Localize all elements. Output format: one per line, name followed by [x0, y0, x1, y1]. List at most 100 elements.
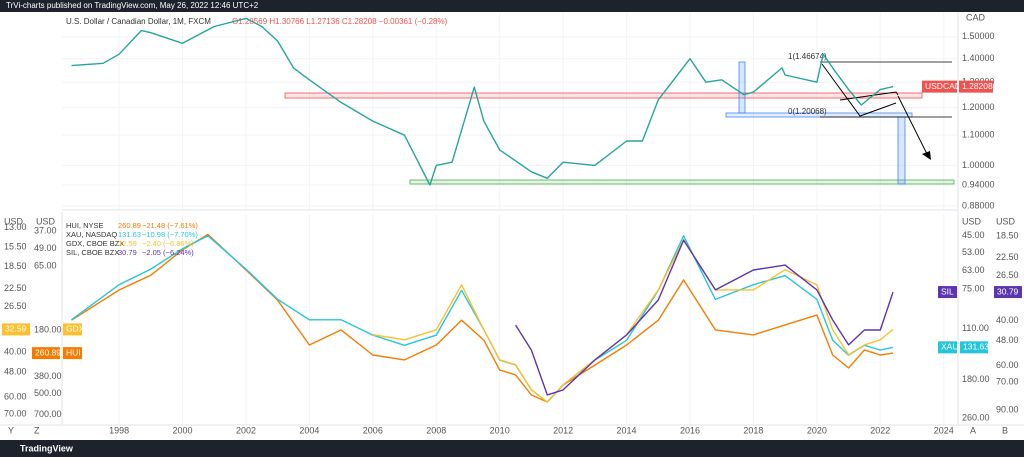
ohlc-text: O1.28569 H1.30766 L1.27136 C1.28208 −0.0… [232, 17, 448, 26]
y-tick-label: 90.00 [996, 404, 1019, 414]
y-tick-label: 15.50 [4, 242, 27, 252]
price-tag-label: USDCAD [925, 81, 961, 91]
y-tick-label: 180.00 [962, 374, 990, 384]
axis-unit: USD [4, 216, 24, 226]
y-tick-label: 380.00 [34, 371, 62, 381]
price-tag-label: 260.89 [35, 347, 61, 357]
y-tick-label: 53.00 [962, 247, 985, 257]
axis-unit: USD [996, 216, 1016, 226]
scale-button[interactable]: Y [8, 425, 14, 435]
price-tag [922, 80, 957, 93]
legend-value: 260.89 [118, 221, 141, 230]
x-tick-label: 2006 [363, 425, 383, 435]
legend-value: 30.79 [118, 248, 137, 257]
projection-box [897, 116, 906, 185]
y-tick-label: 22.50 [996, 252, 1019, 262]
x-tick-label: 2012 [553, 425, 573, 435]
resistance-zone [284, 92, 923, 99]
y-tick-label: 45.00 [962, 230, 985, 240]
price-tag-label: XAU [941, 342, 958, 352]
price-tag-label: GDX [66, 324, 85, 334]
price-tag [960, 341, 988, 354]
y-tick-label: 18.50 [996, 230, 1019, 240]
header-text: TrVi-charts published on TradingView.com… [6, 1, 259, 10]
x-tick-label: 2002 [236, 425, 256, 435]
price-tag-label: 1.28208 [962, 81, 993, 91]
price-tag [938, 286, 957, 299]
scale-button[interactable]: A [970, 425, 976, 435]
scale-button[interactable]: Z [34, 425, 40, 435]
y-tick-label: 75.00 [962, 283, 985, 293]
price-tag [938, 341, 957, 354]
y-tick-label: 700.00 [34, 409, 62, 419]
price-tag [959, 80, 993, 93]
x-tick-label: 2016 [680, 425, 700, 435]
legend-change: −21.48 (−7.61%) [142, 221, 198, 230]
series-line [372, 239, 894, 403]
price-tag-label: HUI [66, 347, 81, 357]
axis-unit: USD [962, 216, 982, 226]
legend-change: −2.05 (−6.24%) [142, 248, 194, 257]
header-bar [0, 0, 1024, 12]
y-tick-label: 48.00 [996, 335, 1019, 345]
symbol-title: U.S. Dollar / Canadian Dollar, 1M, FXCM [66, 17, 211, 26]
legend-change: −10.98 (−7.70%) [142, 230, 198, 239]
price-tag [63, 347, 82, 360]
y-tick-label: 0.88000 [962, 200, 995, 210]
y-tick-label: 49.00 [34, 243, 57, 253]
x-tick-label: 2018 [743, 425, 763, 435]
series-line [71, 233, 894, 403]
y-tick-label: 48.00 [4, 367, 27, 377]
price-tag-label: 30.79 [997, 286, 1019, 296]
price-tag-label: SIL [941, 286, 954, 296]
y-tick-label: 110.00 [962, 323, 989, 333]
drawings: 1(1.46674) 0(1.20068) [284, 52, 955, 185]
wedge-line [821, 63, 897, 117]
y-tick-label: 26.50 [996, 270, 1019, 280]
y-tick-label: 65.00 [34, 261, 57, 271]
y-tick-label: 22.50 [4, 283, 27, 293]
y-tick-label: 60.00 [996, 360, 1019, 370]
legend-change: −2.40 (−6.86%) [142, 239, 194, 248]
axis-unit: CAD [966, 12, 986, 22]
y-tick-label: 260.00 [962, 412, 990, 422]
scale-button[interactable]: B [1002, 425, 1008, 435]
y-tick-label: 1.00000 [962, 160, 995, 170]
y-tick-label: 1.20000 [962, 102, 995, 112]
legend-value: 32.59 [118, 239, 137, 248]
y-tick-label: 13.00 [4, 222, 27, 232]
y-tick-label: 1.40000 [962, 53, 995, 63]
y-tick-label: 1.10000 [962, 130, 995, 140]
y-tick-label: 0.94000 [962, 179, 995, 189]
y-tick-label: 180.00 [34, 324, 62, 334]
y-tick-label: 37.00 [34, 225, 57, 235]
series-line [71, 235, 894, 403]
support-zone [725, 112, 913, 118]
axis-unit: USD [36, 216, 56, 226]
legend-name: SIL, CBOE BZX [66, 248, 119, 257]
y-tick-label: 1.50000 [962, 31, 995, 41]
x-tick-label: 2024 [934, 425, 954, 435]
x-tick-label: 2020 [807, 425, 827, 435]
legend-name: XAU, NASDAQ [66, 230, 117, 239]
x-tick-label: 1998 [109, 425, 129, 435]
price-tag [994, 286, 1022, 299]
fib-label: 0(1.20068) [788, 107, 827, 116]
x-tick-label: 2004 [299, 425, 319, 435]
x-tick-label: 2014 [617, 425, 637, 435]
footer-logo: TradingView [20, 443, 74, 453]
y-tick-label: 40.00 [996, 315, 1019, 325]
legend-value: 131.63 [118, 230, 141, 239]
x-tick-label: 2008 [426, 425, 446, 435]
series-line [515, 239, 894, 396]
price-tag [63, 323, 82, 336]
x-tick-label: 2022 [870, 425, 890, 435]
legend-name: HUI, NYSE [66, 221, 104, 230]
base-zone [409, 179, 955, 185]
price-tag [2, 323, 30, 336]
arrow-head [922, 151, 931, 160]
x-tick-label: 2010 [490, 425, 510, 435]
x-tick-label: 2000 [173, 425, 193, 435]
price-tag-label: 131.63 [963, 342, 989, 352]
